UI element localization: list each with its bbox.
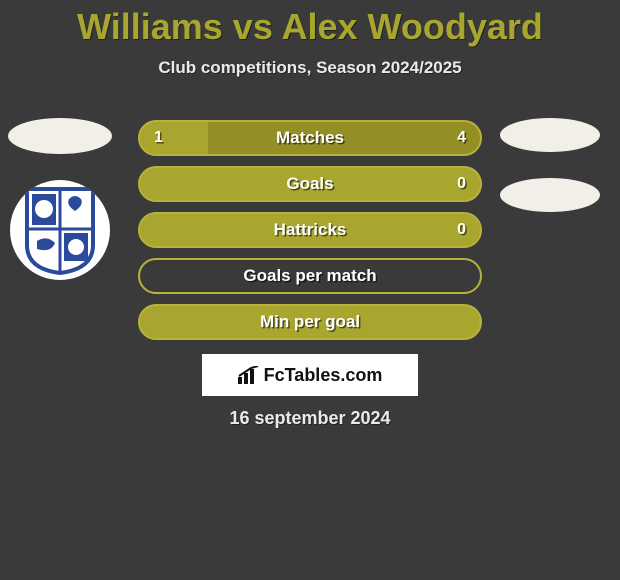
stat-value-right: 0 [457,221,466,239]
stats-bars: Matches14Goals0Hattricks0Goals per match… [138,120,482,340]
player-right-avatar-placeholder [500,118,600,152]
stat-bar-label: Hattricks [140,220,480,240]
stat-bar: Hattricks0 [138,212,482,248]
comparison-date: 16 september 2024 [0,408,620,429]
stat-bar: Min per goal [138,304,482,340]
player-left-column [8,118,112,280]
brand-label: FcTables.com [264,365,383,386]
stat-value-left: 1 [154,129,163,147]
brand-chart-icon [238,366,260,384]
comparison-title: Williams vs Alex Woodyard [0,0,620,48]
player-left-avatar-placeholder [8,118,112,154]
stat-bar-label: Goals per match [140,266,480,286]
stat-bar-label: Min per goal [140,312,480,332]
brand-badge: FcTables.com [202,354,418,396]
player-left-club-crest [10,180,110,280]
player-right-column [500,118,600,212]
stat-bar: Goals per match [138,258,482,294]
stat-bar: Matches1 4 [138,120,482,156]
player-right-club-placeholder [500,178,600,212]
stat-bar: Goals0 [138,166,482,202]
stat-value-right: 4 [457,129,466,147]
stat-bar-label: Goals [140,174,480,194]
stat-value-right: 0 [457,175,466,193]
crest-icon [23,185,97,275]
comparison-subtitle: Club competitions, Season 2024/2025 [0,58,620,78]
stat-bar-label: Matches [140,128,480,148]
